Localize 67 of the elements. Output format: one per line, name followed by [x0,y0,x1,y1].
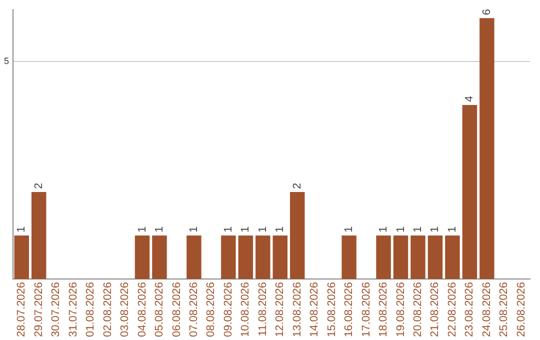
bar [376,235,391,279]
x-tick-label: 12.08.2026 [274,282,286,338]
data-label: 2 [32,182,45,189]
bar [31,192,46,279]
x-tick-label: 25.08.2026 [498,282,510,338]
data-label: 1 [343,226,356,232]
bar [152,235,167,279]
x-tick-label: 09.08.2026 [222,282,234,338]
bar [186,235,202,279]
x-tick-label: 08.08.2026 [205,282,218,338]
data-label: 1 [136,226,148,232]
data-label: 1 [274,226,286,232]
data-label: 1 [446,226,458,232]
x-tick-label: 16.08.2026 [343,282,356,338]
data-label: 1 [188,226,200,232]
x-tick-label: 18.08.2026 [378,282,390,338]
x-tick-label: 15.08.2026 [326,282,338,338]
data-label: 6 [480,8,493,16]
bar [290,192,305,279]
x-tick-label: 07.08.2026 [188,282,200,338]
bar [134,235,150,279]
x-tick-label: 23.08.2026 [464,282,476,338]
data-label: 1 [16,226,28,232]
bar [445,235,460,279]
bar [342,235,356,279]
data-label: 1 [412,226,424,232]
x-tick-label: 26.08.2026 [515,282,528,338]
x-tick-label: 03.08.2026 [119,282,132,338]
y-tick-label: 5 [4,56,10,66]
data-label: 1 [378,226,390,232]
bar [14,235,29,279]
x-tick-label: 11.08.2026 [256,282,269,336]
x-tick-label: 10.08.2026 [240,282,252,338]
x-tick-label: 22.08.2026 [446,282,458,338]
x-tick-label: 20.08.2026 [412,282,424,338]
x-tick-label: 06.08.2026 [170,282,183,338]
x-tick-label: 14.08.2026 [308,282,321,338]
bar [393,235,408,279]
x-tick-label: 01.08.2026 [84,282,97,338]
x-tick-label: 21.08.2026 [429,282,442,338]
data-label: 4 [464,96,476,102]
x-tick-label: 04.08.2026 [136,282,148,338]
data-label: 1 [394,226,407,232]
bar [221,235,236,279]
bar [462,105,478,279]
data-label: 1 [429,226,442,232]
data-label: 1 [256,226,269,232]
data-label: 1 [222,226,234,232]
x-tick-label: 24.08.2026 [480,282,493,338]
x-tick-label: 31.07.2026 [67,282,80,338]
x-tick-label: 05.08.2026 [154,282,166,338]
x-tick-label: 13.08.2026 [291,282,304,338]
x-tick-label: 19.08.2026 [394,282,407,338]
data-label: 2 [291,182,304,189]
data-label: 1 [240,226,252,232]
x-tick-label: 02.08.2026 [102,282,114,338]
bar [428,235,443,279]
bar [272,235,288,279]
bar [410,235,426,279]
x-tick-label: 30.07.2026 [50,282,62,338]
bar [256,235,270,279]
bar [238,235,254,279]
data-label: 1 [154,226,166,232]
x-tick-label: 29.07.2026 [32,282,45,338]
bar [480,18,494,279]
x-tick-label: 17.08.2026 [360,282,372,338]
x-tick-label: 28.07.2026 [16,282,28,338]
